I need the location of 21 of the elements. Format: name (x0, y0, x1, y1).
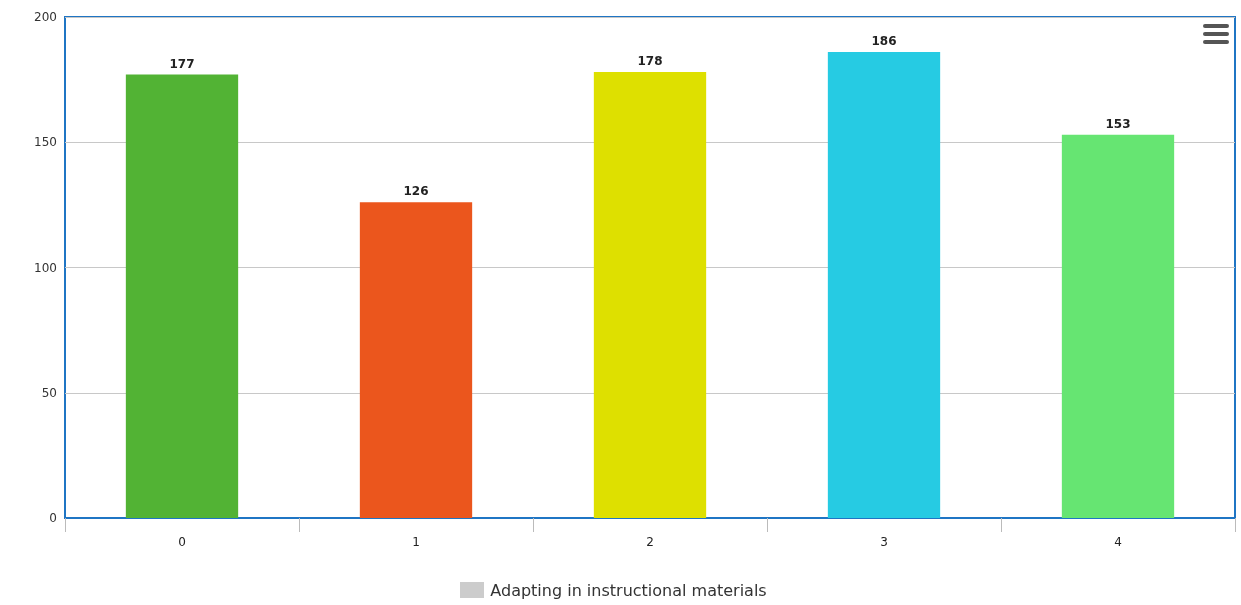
y-tick-label: 150 (34, 135, 57, 150)
y-tick-label: 0 (49, 511, 57, 525)
y-tick-label: 50 (41, 385, 57, 400)
x-tick-label: 0 (178, 535, 186, 549)
bar (593, 72, 707, 518)
text: Adapting in instructional materials (490, 581, 767, 600)
x-tick-label: 1 (412, 535, 420, 549)
bar (1061, 134, 1175, 518)
bar (125, 74, 239, 518)
data-label: 153 (1105, 116, 1131, 131)
x-tick-label: 2 (646, 535, 654, 549)
x-tick-label: 3 (880, 535, 888, 549)
bar (827, 52, 941, 518)
y-tick-label: 100 (34, 260, 57, 275)
bar (359, 202, 473, 518)
data-label: 186 (871, 34, 897, 49)
data-label: 126 (403, 184, 429, 199)
data-label: 177 (169, 56, 195, 71)
y-tick-label: 200 (34, 10, 57, 24)
x-tick-label: 4 (1114, 535, 1122, 549)
data-label: 178 (637, 54, 663, 69)
